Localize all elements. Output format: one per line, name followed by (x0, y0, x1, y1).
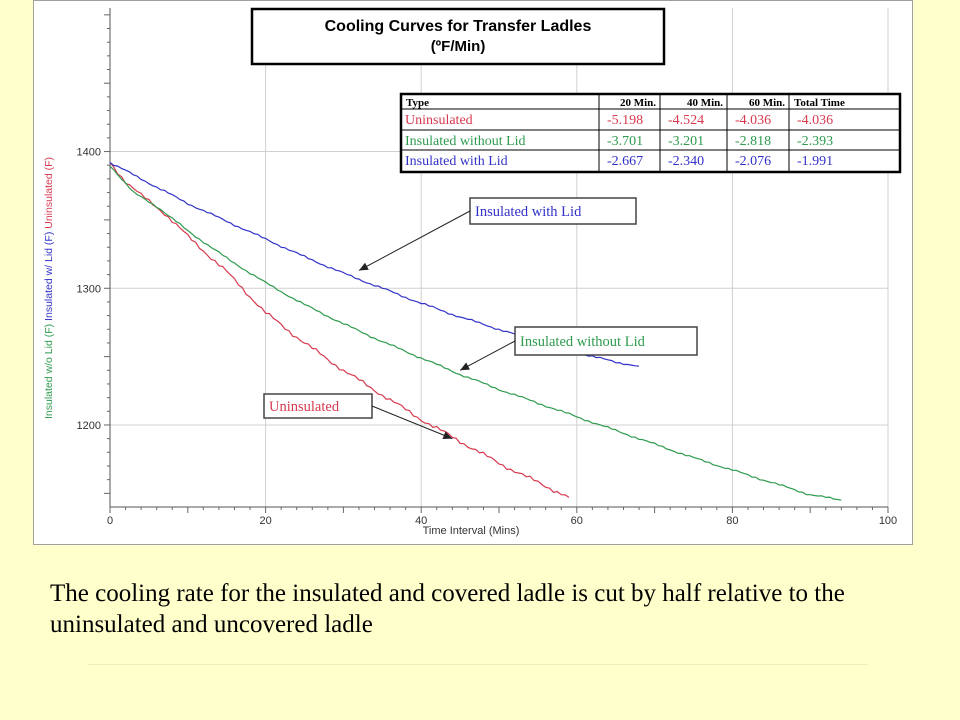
rate-table-cell: -2.667 (607, 154, 643, 169)
rate-table-cell: -2.340 (668, 154, 704, 169)
y-axis-label-segment: Insulated w/ Lid (F) (43, 232, 55, 324)
rate-table-cell: Insulated without Lid (405, 134, 526, 149)
slide-caption: The cooling rate for the insulated and c… (50, 580, 845, 638)
rate-table-header: 60 Min. (749, 97, 785, 109)
rate-table-cell: -4.524 (668, 113, 704, 128)
rate-table-cell: -4.036 (735, 113, 771, 128)
cooling-curves-chart: 0 20 40 60 80 100 1200 1300 1400 Time Interval (M… (43, 7, 902, 537)
rate-table-cell: -2.393 (797, 134, 833, 149)
rate-table-header: Total Time (794, 97, 845, 109)
y-tick-label: 1400 (77, 147, 101, 159)
rate-table-border (399, 92, 902, 174)
x-tick-label: 0 (107, 515, 113, 527)
callout-label: Uninsulated (269, 399, 340, 415)
chart-title: Cooling Curves for Transfer Ladles (325, 18, 592, 35)
chart-image-frame (33, 0, 913, 545)
rate-table-cell: -2.818 (735, 134, 771, 149)
x-tick-label: 60 (571, 515, 583, 527)
rate-table-cell: Insulated with Lid (405, 154, 508, 169)
chart-title-box (250, 7, 666, 66)
rate-table-cell: -5.198 (607, 113, 643, 128)
caption-divider (88, 664, 868, 665)
rate-table-header: 40 Min. (687, 97, 723, 109)
rate-table-cell: -3.701 (607, 134, 643, 149)
callout-arrow-head (460, 362, 470, 371)
x-tick-label: 20 (259, 515, 271, 527)
y-axis-label-segment: Uninsulated (F) (43, 157, 55, 232)
series-line-insulated-without-lid (109, 165, 842, 501)
callout-label: Insulated without Lid (520, 334, 646, 350)
callout-arrow-head (358, 262, 369, 271)
rate-table-cell: Uninsulated (405, 113, 473, 128)
rate-table-header: Type (406, 97, 429, 109)
series-line-uninsulated (109, 162, 570, 498)
x-tick-label: 80 (726, 515, 738, 527)
callout-arrow-line (358, 210, 471, 271)
x-tick-label: 100 (879, 515, 897, 527)
callout-label: Insulated with Lid (475, 204, 582, 220)
rate-table-cell: -2.076 (735, 154, 771, 169)
y-axis-label-segment: Insulated w/o Lid (F) (43, 324, 55, 419)
chart-subtitle: (ºF/Min) (431, 38, 486, 55)
callout-arrow-line (371, 405, 453, 440)
y-tick-label: 1200 (77, 420, 101, 432)
callout-arrow-head (442, 431, 453, 439)
x-axis-label: Time Interval (Mins) (423, 525, 520, 537)
rate-table-cell: -1.991 (797, 154, 833, 169)
callout-box (469, 197, 637, 225)
x-tick-label: 40 (415, 515, 427, 527)
y-tick-label: 1300 (77, 283, 101, 295)
rate-table-cell: -4.036 (797, 113, 833, 128)
rate-table-cell: -3.201 (668, 134, 704, 149)
callout-arrow-line (459, 340, 516, 371)
y-axis-label: Insulated w/o Lid (F) Insulated w/ Lid (… (43, 157, 55, 419)
rate-table-header: 20 Min. (620, 97, 656, 109)
